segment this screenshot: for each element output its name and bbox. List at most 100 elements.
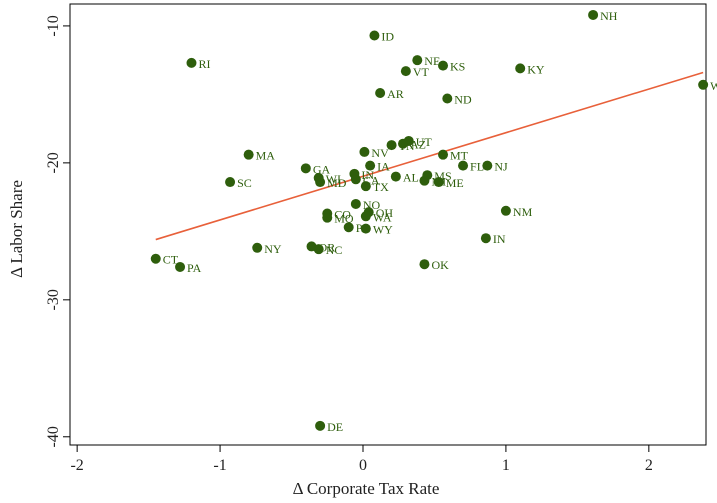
data-point: [350, 174, 361, 185]
point-label: TX: [373, 180, 389, 194]
point-label: TN: [399, 139, 415, 153]
point-label: WV: [710, 79, 717, 93]
point-label: UT: [416, 135, 433, 149]
data-point: [515, 63, 526, 74]
x-tick-label: -1: [213, 457, 226, 474]
point-label: RI: [198, 57, 210, 71]
data-point: [398, 138, 409, 149]
point-label: NC: [326, 243, 343, 257]
data-point: [698, 79, 709, 90]
point-label: PA: [187, 261, 202, 275]
point-label: MO: [334, 212, 354, 226]
x-tick-label: -2: [70, 457, 83, 474]
data-point: [588, 9, 599, 20]
point-label: ID: [381, 30, 394, 44]
point-label: ND: [454, 93, 472, 107]
point-label: IA: [377, 160, 390, 174]
data-point: [252, 242, 263, 253]
point-label: MS: [434, 169, 451, 183]
data-point: [360, 181, 371, 192]
point-label: NY: [264, 242, 282, 256]
point-label: NE: [424, 54, 440, 68]
data-point: [375, 88, 386, 99]
data-point: [225, 177, 236, 188]
point-label: ME: [446, 176, 464, 190]
point-label: CA: [363, 173, 380, 187]
fit-line: [155, 71, 704, 241]
data-point: [322, 212, 333, 223]
y-axis-title: Δ Labor Share: [7, 180, 26, 278]
fit-line-layer: [155, 71, 704, 241]
data-point: [369, 30, 380, 41]
data-point: [482, 160, 493, 171]
point-label: PA: [356, 221, 371, 235]
data-point: [300, 163, 311, 174]
plot-frame: [69, 3, 707, 446]
data-point: [186, 57, 197, 68]
point-label: MD: [327, 176, 347, 190]
point-label: AZ: [410, 138, 426, 152]
point-label: WA: [373, 210, 392, 224]
points-layer: [150, 9, 709, 431]
point-label: NJ: [494, 160, 508, 174]
data-point: [175, 261, 186, 272]
axes-layer: -2 -1 0 1 2-10-20-30-40: [45, 15, 653, 474]
data-point: [315, 420, 326, 431]
point-label: KY: [527, 62, 545, 76]
data-point: [150, 253, 161, 264]
data-point: [400, 66, 411, 77]
data-point: [480, 233, 491, 244]
data-point: [360, 211, 371, 222]
data-point: [433, 177, 444, 188]
y-tick-label: -30: [45, 289, 62, 310]
data-point: [350, 198, 361, 209]
plot-border: [69, 3, 707, 446]
data-point: [359, 146, 370, 157]
point-label: VT: [413, 65, 430, 79]
x-tick-label: 0: [359, 457, 367, 474]
data-point: [419, 175, 430, 186]
point-label: NV: [371, 146, 389, 160]
x-tick-label: 2: [645, 457, 653, 474]
data-point: [386, 140, 397, 151]
data-point: [315, 177, 326, 188]
x-axis-title: Δ Corporate Tax Rate: [293, 479, 440, 498]
point-label: SC: [237, 176, 252, 190]
data-point: [442, 93, 453, 104]
data-point: [412, 55, 423, 66]
y-tick-label: -40: [45, 426, 62, 447]
data-point: [365, 160, 376, 171]
point-label: OH: [376, 206, 394, 220]
point-label: AR: [387, 87, 404, 101]
data-point: [419, 259, 430, 270]
data-point: [390, 171, 401, 182]
point-label: AL: [403, 171, 419, 185]
point-label: MI: [431, 175, 446, 189]
point-label: CT: [163, 253, 179, 267]
data-point: [438, 149, 449, 160]
y-tick-label: -10: [45, 15, 62, 36]
data-point: [438, 60, 449, 71]
point-label: DE: [327, 420, 343, 434]
x-tick-label: 1: [502, 457, 510, 474]
point-label: KS: [450, 60, 465, 74]
point-label: WY: [373, 223, 393, 237]
data-point: [243, 149, 254, 160]
data-point: [360, 223, 371, 234]
point-label: MT: [450, 149, 469, 163]
point-label: IN: [361, 168, 374, 182]
data-point: [343, 222, 354, 233]
data-point: [313, 244, 324, 255]
point-label: NM: [513, 205, 533, 219]
point-label: NH: [600, 9, 618, 23]
point-label: OK: [431, 258, 449, 272]
point-label: FL: [470, 160, 484, 174]
point-label: OR: [319, 240, 336, 254]
point-label: GA: [313, 162, 331, 176]
point-label: WI: [326, 172, 341, 186]
y-tick-label: -20: [45, 152, 62, 173]
point-label: IN: [493, 232, 506, 246]
point-label: NO: [363, 198, 381, 212]
